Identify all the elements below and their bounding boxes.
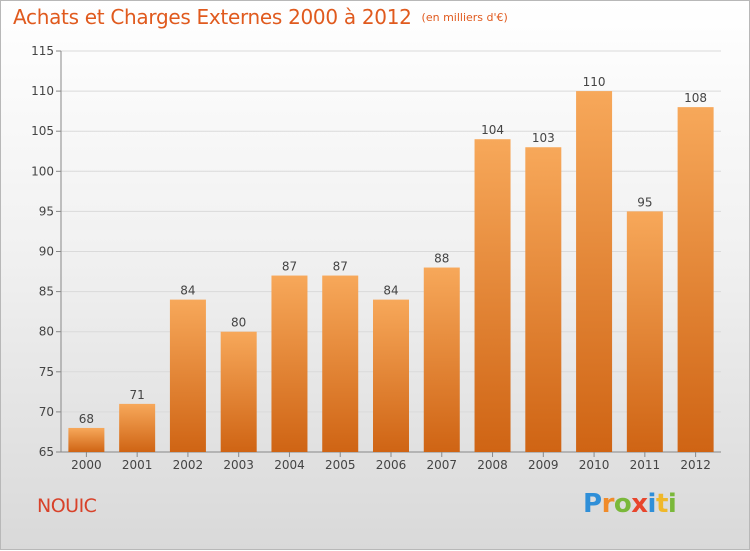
logo-letter: P [583,489,602,519]
x-tick-label: 2007 [426,458,457,472]
value-label: 84 [383,284,398,298]
value-label: 84 [180,284,195,298]
value-label: 95 [637,195,652,209]
chart-title-text: Achats et Charges Externes 2000 à 2012 [13,5,412,29]
value-label: 104 [481,123,504,137]
bar-2011 [626,211,663,452]
bar-2001 [119,403,156,452]
y-tick-label: 65 [39,445,54,459]
x-tick-label: 2003 [223,458,254,472]
value-label: 87 [333,260,348,274]
bar-2010 [576,91,613,452]
x-tick-label: 2012 [680,458,711,472]
x-tick-label: 2002 [173,458,204,472]
bar-2004 [271,275,308,452]
value-label: 87 [282,260,297,274]
logo-letter: o [613,489,632,519]
bar-2009 [525,147,562,453]
x-tick-label: 2011 [630,458,661,472]
x-tick-label: 2001 [122,458,153,472]
value-label: 103 [532,131,555,145]
bars [68,91,714,453]
value-label: 71 [130,388,145,402]
logo-letter: i [667,489,677,519]
bar-2012 [677,107,714,452]
y-tick-label: 100 [31,164,54,178]
y-tick-label: 115 [31,44,54,58]
bar-2003 [220,331,257,452]
labels: 65 70 75 80 85 90 95 100 105 110 115 68 2000 71 2001 84… [31,44,711,472]
x-tick-label: 2008 [477,458,508,472]
x-tick-label: 2005 [325,458,356,472]
logo-letter: i [647,489,657,519]
bar-2006 [373,299,409,452]
y-tick-label: 75 [39,365,54,379]
bar-2007 [423,267,460,452]
chart-title-unit: (en milliers d'€) [421,11,508,24]
y-tick-label: 80 [39,325,54,339]
x-tick-label: 2000 [71,458,102,472]
x-tick-label: 2010 [579,458,610,472]
bar-2005 [322,275,359,452]
logo-letter: x [631,489,648,519]
bar-2002 [169,299,206,452]
value-label: 88 [434,252,449,266]
bar-2000 [68,427,105,452]
y-tick-label: 90 [39,245,54,259]
logo-letter: t [655,489,668,519]
value-label: 68 [79,412,94,426]
value-label: 108 [684,91,707,105]
value-label: 80 [231,316,246,330]
y-tick-label: 95 [39,204,54,218]
y-tick-label: 105 [31,124,54,138]
proxiti-logo: Proxiti [583,489,677,519]
value-label: 110 [583,75,606,89]
x-tick-label: 2004 [274,458,305,472]
x-tick-label: 2009 [528,458,559,472]
logo-letter: r [601,489,615,519]
y-tick-label: 110 [31,84,54,98]
chart-title: Achats et Charges Externes 2000 à 2012 (e… [13,5,508,29]
x-tick-label: 2006 [376,458,407,472]
commune-name: NOUIC [37,495,97,517]
bar-2008 [474,139,511,452]
y-tick-label: 70 [39,405,54,419]
y-tick-label: 85 [39,285,54,299]
